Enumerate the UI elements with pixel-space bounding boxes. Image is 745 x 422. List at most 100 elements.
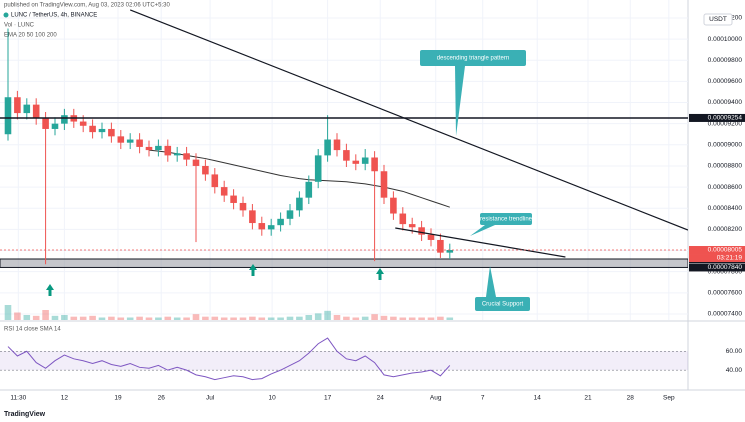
countdown: 03:21:19	[717, 255, 743, 262]
candle-body	[183, 153, 190, 160]
volume-bar	[267, 317, 275, 320]
candle-body	[324, 139, 331, 156]
volume-bar	[164, 316, 172, 320]
volume-bar	[220, 317, 228, 320]
volume-bar	[399, 317, 407, 320]
y-tick-label: 0.00007400	[708, 311, 743, 318]
x-tick-label: Aug	[430, 395, 442, 402]
candle-body	[220, 187, 228, 196]
y-tick-label: 40.00	[726, 367, 743, 374]
volume-bar	[183, 317, 190, 320]
annotation: descending triangle pattern	[437, 56, 509, 62]
volume-bar	[23, 315, 31, 320]
volume-bar	[446, 317, 454, 320]
volume-bar	[145, 317, 153, 320]
currency: USDT	[709, 16, 727, 23]
candle-body	[258, 223, 266, 230]
candle-body	[267, 225, 275, 230]
candle-body	[390, 197, 397, 214]
candle-body	[202, 165, 209, 175]
x-tick-label: 19	[114, 395, 122, 402]
logo: TradingView	[4, 411, 46, 418]
candle-body	[32, 104, 40, 119]
x-tick-label: 17	[324, 395, 332, 402]
y-tick-label: 0.00009400	[708, 99, 743, 106]
volume-bar	[61, 315, 68, 320]
callout	[420, 50, 526, 66]
x-tick-label: 21	[584, 395, 592, 402]
price-label: 0.00007840	[708, 264, 743, 271]
x-tick-label: 26	[158, 395, 166, 402]
countdown-bg	[689, 254, 745, 263]
volume-bar	[427, 317, 435, 320]
x-tick-label: 7	[481, 395, 485, 402]
chart-title: LUNC / TetherUS, 4h, BINANCE	[11, 13, 97, 19]
status-dot	[3, 12, 9, 18]
candle-body	[314, 155, 322, 182]
candle-body	[51, 123, 59, 129]
candle-body	[42, 118, 49, 129]
candle-body	[136, 139, 143, 147]
volume-bar	[89, 315, 96, 320]
x-tick-label: Jul	[206, 395, 215, 402]
rsi-band	[0, 351, 688, 371]
volume-bar	[230, 317, 237, 320]
volume-bar	[380, 315, 388, 320]
candle-body	[117, 136, 125, 143]
candle-body	[408, 224, 416, 228]
candle-body	[155, 145, 162, 151]
candle-body	[126, 139, 134, 143]
rsi-line	[7, 337, 451, 381]
callout-pointer	[455, 66, 465, 136]
volume-bar	[173, 317, 181, 320]
volume-bar	[333, 315, 341, 320]
callout	[480, 213, 532, 225]
y-tick-label: 0.00007600	[708, 290, 743, 297]
candle-body	[437, 239, 444, 253]
y-tick-label: 0.00009200	[708, 120, 743, 127]
author: published on TradingView.com, Aug 03, 20…	[4, 3, 171, 9]
currency-box[interactable]	[703, 13, 733, 26]
trendline	[395, 227, 566, 258]
callout	[475, 297, 530, 311]
candle-body	[296, 197, 303, 211]
volume-bar	[361, 316, 369, 320]
volume-bar	[98, 317, 106, 320]
y-tick-label: 0.00010000	[708, 36, 743, 43]
y-tick-label: 0.00009800	[708, 57, 743, 64]
candle-body	[277, 218, 284, 226]
y-tick-label: 0.00008400	[708, 205, 743, 212]
annotation: Crucial Support	[482, 302, 524, 308]
volume-bar	[117, 317, 125, 320]
price-label-bg	[689, 113, 745, 122]
main-pane	[0, 0, 688, 320]
candle-body	[23, 104, 31, 114]
candle-body	[361, 157, 369, 164]
candle-body	[380, 171, 388, 198]
callout-pointer	[486, 266, 496, 297]
candle-body	[79, 121, 87, 126]
candle-body	[286, 210, 294, 219]
volume-bar	[305, 315, 313, 320]
x-tick-label: Sep	[663, 395, 675, 402]
price-label: 0.00008005	[708, 247, 743, 254]
y-tick-label: 0.00008200	[708, 226, 743, 233]
volume-bar	[408, 317, 416, 320]
volume-bar	[192, 314, 200, 320]
rsi-title: RSI 14 close SMA 14	[4, 327, 61, 333]
price-label: 0.00009254	[708, 115, 743, 122]
indicator-label: Vol · LUNC	[4, 23, 35, 29]
volume-bar	[343, 316, 350, 320]
arrow	[46, 284, 54, 296]
candle-body	[14, 97, 21, 114]
volume-bar	[277, 317, 284, 320]
x-tick-label: 28	[627, 395, 635, 402]
candle-body	[399, 213, 407, 225]
candle-body	[108, 128, 115, 137]
volume-bar	[42, 310, 49, 320]
y-tick-label: 0.00009000	[708, 142, 743, 149]
support-zone	[0, 258, 688, 268]
candle-body	[305, 181, 313, 198]
volume-bar	[296, 316, 303, 320]
